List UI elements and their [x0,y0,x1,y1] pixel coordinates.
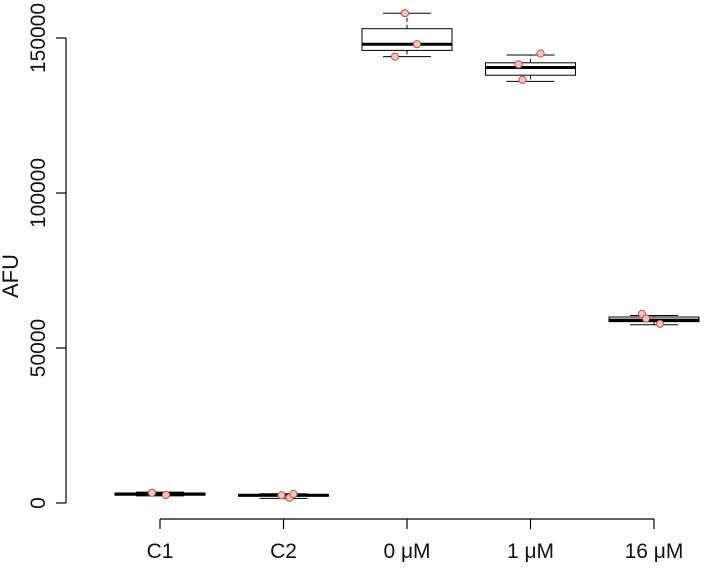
data-point [536,49,545,58]
boxes [114,12,700,499]
x-tick-label-16-um: 16 μM [625,540,684,563]
data-point [514,60,523,69]
data-point [412,40,422,49]
x-tick-label-c1: C1 [147,540,174,563]
data-point [641,314,651,323]
data-point [289,489,298,499]
data-point [161,490,171,500]
y-tick-label: 100000 [27,158,50,228]
data-point [390,52,400,61]
box-rect [361,28,453,51]
y-axis: 0 50000 100000 150000 [27,3,67,509]
y-axis-label: AFU [0,254,23,298]
data-point [655,319,665,328]
box-16-um [608,314,700,326]
y-tick-label: 50000 [27,319,50,377]
box-c1 [114,491,206,497]
data-points [147,9,665,502]
box-rect [485,62,576,76]
data-point [400,9,410,18]
data-point [277,491,286,500]
x-axis: C1 C2 0 μM 1 μM 16 μM [147,518,684,563]
x-tick-label-1-um: 1 μM [507,540,554,563]
box-1-um [485,54,576,82]
data-point [518,75,527,84]
box-0-um [361,12,453,58]
data-point [147,488,157,497]
y-tick-label: 0 [27,497,50,509]
x-tick-label-c2: C2 [270,540,297,563]
y-tick-label: 150000 [27,3,50,73]
x-tick-label-0-um: 0 μM [383,540,430,563]
